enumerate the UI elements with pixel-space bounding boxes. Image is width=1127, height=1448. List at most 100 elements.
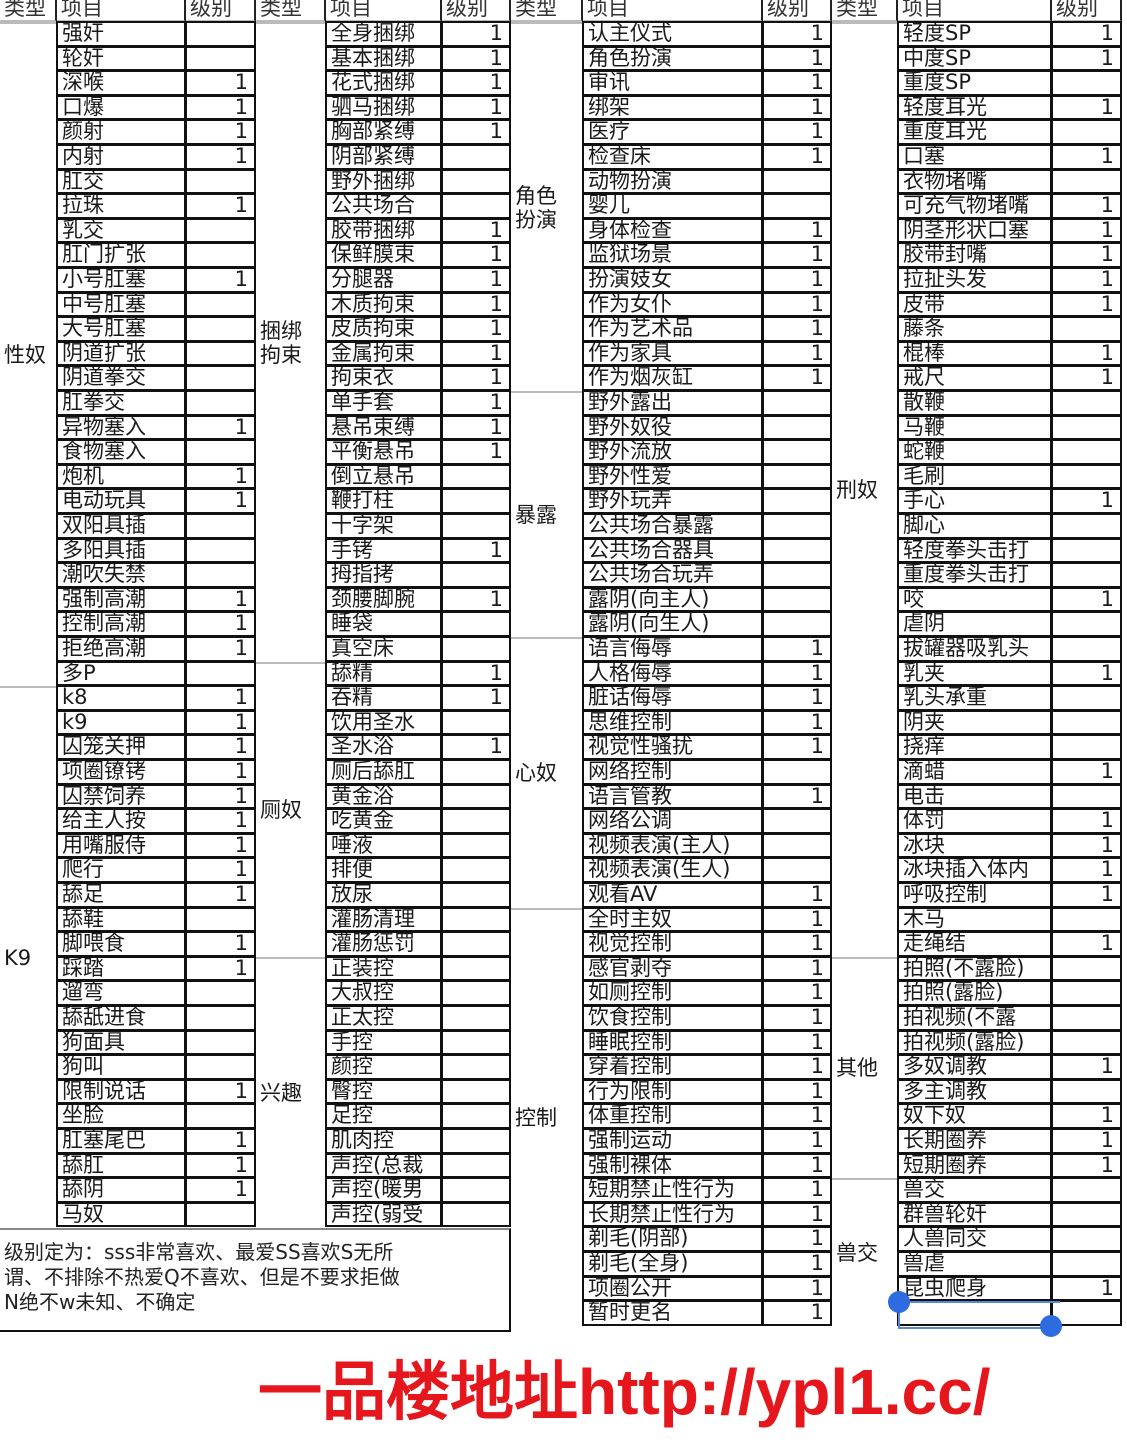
item-cell[interactable]: 网络控制: [582, 759, 763, 785]
level-cell[interactable]: 1: [762, 685, 832, 711]
item-cell[interactable]: 潮吹失禁: [56, 562, 186, 588]
level-cell[interactable]: 1: [185, 1152, 256, 1179]
level-cell[interactable]: 1: [762, 217, 832, 244]
item-cell[interactable]: 野外玩弄: [582, 488, 763, 514]
item-cell[interactable]: 强制裸体: [582, 1152, 763, 1179]
item-cell[interactable]: 审讯: [582, 70, 763, 96]
item-cell[interactable]: 呼吸控制: [897, 882, 1052, 908]
level-cell[interactable]: [1051, 955, 1122, 982]
level-cell[interactable]: 1: [762, 119, 832, 145]
level-cell[interactable]: [185, 45, 256, 72]
level-cell[interactable]: 1: [441, 414, 511, 441]
item-cell[interactable]: 婴儿: [582, 193, 763, 219]
level-cell[interactable]: [441, 193, 511, 219]
level-cell[interactable]: 1: [185, 734, 256, 760]
item-cell[interactable]: 大号肛塞: [56, 316, 186, 342]
level-cell[interactable]: 1: [1051, 660, 1122, 687]
item-cell[interactable]: 舔舐进食: [56, 1005, 186, 1031]
level-cell[interactable]: [1051, 906, 1122, 933]
level-cell[interactable]: [1051, 611, 1122, 637]
selection-range[interactable]: [898, 1301, 1060, 1329]
level-cell[interactable]: 1: [762, 709, 832, 736]
item-cell[interactable]: 全身捆绑: [325, 21, 442, 47]
level-cell[interactable]: 1: [762, 267, 832, 293]
level-cell[interactable]: 1: [762, 636, 832, 662]
item-cell[interactable]: 身体检查: [582, 217, 763, 244]
item-cell[interactable]: 花式捆绑: [325, 70, 442, 96]
level-cell[interactable]: [441, 636, 511, 662]
level-cell[interactable]: 1: [441, 365, 511, 391]
level-cell[interactable]: 1: [762, 1201, 832, 1228]
item-cell[interactable]: 狗叫: [56, 1054, 186, 1080]
level-cell[interactable]: [441, 857, 511, 883]
level-cell[interactable]: 1: [441, 267, 511, 293]
level-cell[interactable]: [441, 783, 511, 810]
level-cell[interactable]: [1051, 1005, 1122, 1031]
item-cell[interactable]: 滴蜡: [897, 759, 1052, 785]
level-cell[interactable]: 1: [441, 685, 511, 711]
level-cell[interactable]: [441, 1054, 511, 1080]
item-cell[interactable]: 野外奴役: [582, 414, 763, 441]
level-cell[interactable]: [1051, 1177, 1122, 1203]
item-cell[interactable]: 作为女仆: [582, 291, 763, 318]
level-cell[interactable]: 1: [762, 1005, 832, 1031]
item-cell[interactable]: 悬吊束缚: [325, 414, 442, 441]
level-cell[interactable]: 1: [441, 316, 511, 342]
item-cell[interactable]: 乳夹: [897, 660, 1052, 687]
item-cell[interactable]: 舔足: [56, 882, 186, 908]
level-cell[interactable]: [185, 537, 256, 564]
level-cell[interactable]: [185, 1054, 256, 1080]
level-cell[interactable]: 1: [1051, 759, 1122, 785]
item-cell[interactable]: 马奴: [56, 1201, 186, 1228]
item-cell[interactable]: 胶带捆绑: [325, 217, 442, 244]
item-cell[interactable]: 灌肠惩罚: [325, 931, 442, 957]
item-cell[interactable]: 木质拘束: [325, 291, 442, 318]
level-cell[interactable]: 1: [1051, 144, 1122, 170]
item-cell[interactable]: 声控(暖男: [325, 1177, 442, 1203]
item-cell[interactable]: 藤条: [897, 316, 1052, 342]
item-cell[interactable]: 拉扯头发: [897, 267, 1052, 293]
level-cell[interactable]: 1: [441, 21, 511, 47]
item-cell[interactable]: 内射: [56, 144, 186, 170]
level-cell[interactable]: [185, 390, 256, 416]
item-cell[interactable]: 中度SP: [897, 45, 1052, 72]
item-cell[interactable]: 肛拳交: [56, 390, 186, 416]
item-cell[interactable]: 认主仪式: [582, 21, 763, 47]
level-cell[interactable]: 1: [762, 1226, 832, 1252]
level-cell[interactable]: [762, 168, 832, 195]
item-cell[interactable]: 拍照(露脸): [897, 980, 1052, 1006]
item-cell[interactable]: 监狱场景: [582, 242, 763, 268]
level-cell[interactable]: 1: [1051, 857, 1122, 883]
level-cell[interactable]: [762, 463, 832, 490]
level-cell[interactable]: [762, 562, 832, 588]
level-cell[interactable]: [441, 1103, 511, 1129]
level-cell[interactable]: [185, 906, 256, 933]
level-cell[interactable]: 1: [762, 1177, 832, 1203]
item-cell[interactable]: 阴部紧缚: [325, 144, 442, 170]
item-cell[interactable]: 拔罐器吸乳头: [897, 636, 1052, 662]
level-cell[interactable]: [1051, 1226, 1122, 1252]
level-cell[interactable]: 1: [185, 193, 256, 219]
item-cell[interactable]: 炮机: [56, 463, 186, 490]
level-cell[interactable]: [185, 21, 256, 47]
item-cell[interactable]: 囚笼关押: [56, 734, 186, 760]
level-cell[interactable]: 1: [762, 21, 832, 47]
level-cell[interactable]: [185, 1103, 256, 1129]
item-cell[interactable]: 颈腰脚腕: [325, 586, 442, 613]
item-cell[interactable]: 中号肛塞: [56, 291, 186, 318]
level-cell[interactable]: 1: [1051, 488, 1122, 514]
item-cell[interactable]: 作为烟灰缸: [582, 365, 763, 391]
level-cell[interactable]: 1: [1051, 242, 1122, 268]
level-cell[interactable]: 1: [1051, 931, 1122, 957]
item-cell[interactable]: 视觉性骚扰: [582, 734, 763, 760]
item-cell[interactable]: 放尿: [325, 882, 442, 908]
item-cell[interactable]: 短期圈养: [897, 1152, 1052, 1179]
item-cell[interactable]: 电动玩具: [56, 488, 186, 514]
level-cell[interactable]: 1: [1051, 808, 1122, 834]
item-cell[interactable]: 露阴(向生人): [582, 611, 763, 637]
level-cell[interactable]: 1: [762, 783, 832, 810]
level-cell[interactable]: 1: [441, 586, 511, 613]
level-cell[interactable]: 1: [1051, 45, 1122, 72]
level-cell[interactable]: 1: [185, 463, 256, 490]
item-cell[interactable]: 体重控制: [582, 1103, 763, 1129]
